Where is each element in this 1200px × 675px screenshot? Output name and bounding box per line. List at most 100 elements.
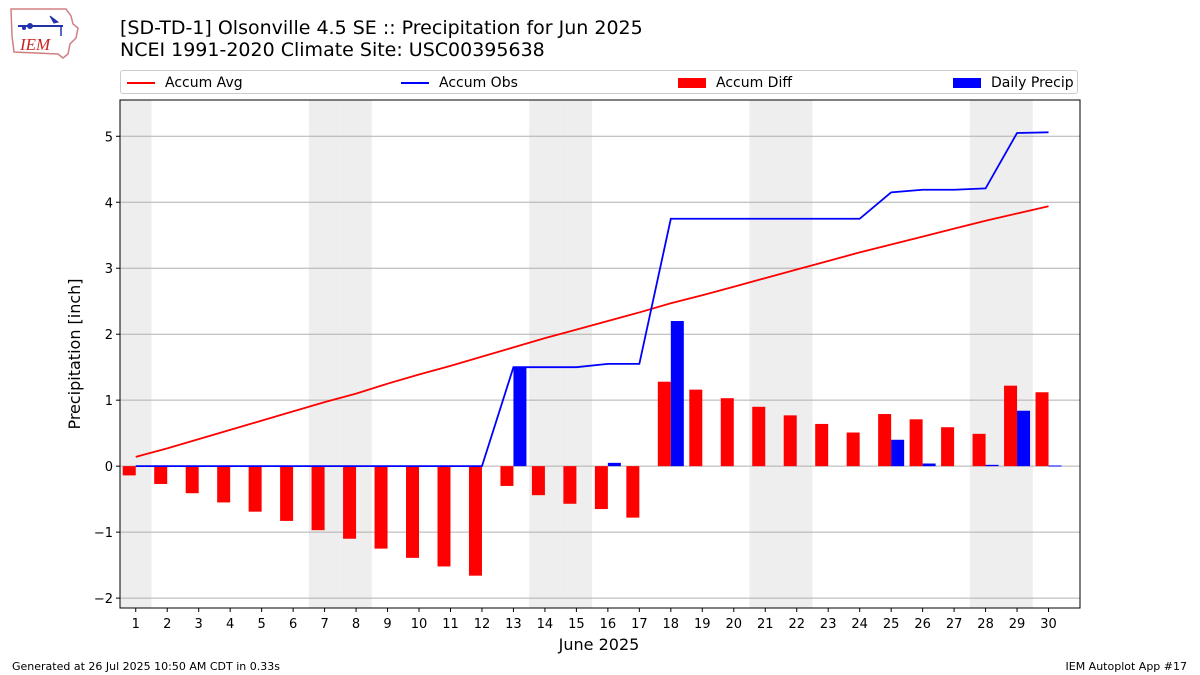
legend-swatch-daily-precip <box>953 78 981 88</box>
accum-diff-bar <box>783 415 797 467</box>
accum-diff-bar <box>185 466 199 494</box>
x-tick-label: 30 <box>1040 617 1057 632</box>
x-tick-label: 6 <box>289 617 297 632</box>
accum-diff-bar <box>154 466 168 484</box>
chart-title: [SD-TD-1] Olsonville 4.5 SE :: Precipita… <box>120 17 643 39</box>
accum-diff-bar <box>1035 392 1049 467</box>
accum-diff-bar <box>972 433 986 467</box>
accum-obs-line <box>135 131 1049 468</box>
y-tick-label: 0 <box>105 460 113 475</box>
x-tick-label: 3 <box>195 617 203 632</box>
y-tick-label: 5 <box>105 130 113 145</box>
x-tick-label: 7 <box>320 617 328 632</box>
x-tick-label: 4 <box>226 617 234 632</box>
daily-precip-bar <box>891 439 905 467</box>
logo-text: IEM <box>19 35 51 54</box>
y-tick-label: 3 <box>105 262 113 277</box>
x-tick-label: 21 <box>757 617 774 632</box>
accum-diff-bar <box>657 381 671 467</box>
iowa-outline-icon <box>10 8 79 59</box>
daily-precip-bar <box>607 462 621 467</box>
x-tick-label: 5 <box>257 617 265 632</box>
accum-diff-bar <box>594 466 608 510</box>
x-tick-label: 20 <box>725 617 742 632</box>
iem-logo: IEM <box>10 8 79 59</box>
legend-item-daily-precip: Daily Precip <box>953 74 1074 92</box>
legend-label-accum-obs: Accum Obs <box>439 75 518 91</box>
x-tick-label: 15 <box>568 617 585 632</box>
x-tick-label: 22 <box>788 617 805 632</box>
daily-precip-bar <box>670 321 684 467</box>
x-tick-label: 12 <box>474 617 491 632</box>
accum-diff-bar <box>500 466 514 486</box>
weekend-shade <box>1001 100 1033 608</box>
legend-swatch-accum-diff <box>678 78 706 88</box>
accum-diff-bar <box>563 466 577 504</box>
y-tick-label: −2 <box>94 592 113 607</box>
x-tick-label: 9 <box>383 617 391 632</box>
accum-diff-bar <box>846 432 860 467</box>
plot-frame <box>119 99 1081 609</box>
legend: Accum Avg Accum Obs Accum Diff Daily Pre… <box>120 70 1078 94</box>
accum-diff-bar <box>626 466 640 518</box>
accum-diff-bar <box>720 398 734 467</box>
accum-diff-bar <box>689 389 703 467</box>
legend-swatch-accum-obs <box>401 82 429 84</box>
x-tick-label: 10 <box>411 617 428 632</box>
x-tick-label: 27 <box>946 617 963 632</box>
weekend-shade <box>560 100 593 608</box>
y-tick-label: 2 <box>105 328 113 343</box>
x-tick-label: 26 <box>914 617 931 632</box>
x-tick-label: 24 <box>851 617 868 632</box>
chart-subtitle: NCEI 1991-2020 Climate Site: USC00395638 <box>120 39 545 61</box>
accum-diff-bar <box>248 466 262 512</box>
weekend-shade <box>749 100 781 608</box>
legend-item-accum-avg: Accum Avg <box>127 74 243 92</box>
accum-avg-line <box>135 205 1049 458</box>
x-tick-label: 1 <box>132 617 140 632</box>
x-tick-label: 28 <box>977 617 994 632</box>
accum-diff-bar <box>752 406 766 467</box>
daily-precip-bar <box>513 367 527 467</box>
x-tick-label: 11 <box>442 617 459 632</box>
x-axis-label: June 2025 <box>558 635 640 654</box>
legend-item-accum-diff: Accum Diff <box>678 74 792 92</box>
y-tick-label: 4 <box>105 196 113 211</box>
weather-station-icon <box>18 15 63 36</box>
x-tick-label: 23 <box>820 617 837 632</box>
accum-diff-bar <box>374 466 388 549</box>
accum-diff-bar <box>437 466 451 567</box>
x-tick-label: 18 <box>663 617 680 632</box>
daily-precip-bar <box>922 463 936 467</box>
x-tick-label: 8 <box>352 617 360 632</box>
accum-diff-bar <box>122 466 136 476</box>
accum-diff-bar <box>909 419 923 467</box>
accum-diff-bar <box>468 466 482 576</box>
accum-diff-bar <box>878 414 892 467</box>
daily-precip-bar <box>1048 465 1062 467</box>
accum-diff-bar <box>1004 385 1018 467</box>
accum-diff-bar <box>343 466 357 539</box>
accum-diff-bar <box>406 466 420 558</box>
x-tick-label: 17 <box>631 617 648 632</box>
accum-diff-bar <box>531 466 545 496</box>
x-tick-label: 25 <box>883 617 900 632</box>
x-tick-label: 19 <box>694 617 711 632</box>
y-tick-label: 1 <box>105 394 113 409</box>
legend-item-accum-obs: Accum Obs <box>401 74 518 92</box>
x-tick-label: 13 <box>505 617 522 632</box>
generated-timestamp: Generated at 26 Jul 2025 10:50 AM CDT in… <box>12 660 280 673</box>
legend-label-accum-avg: Accum Avg <box>165 75 243 91</box>
x-tick-label: 16 <box>600 617 617 632</box>
accum-diff-bar <box>311 466 325 531</box>
weekend-shade <box>120 100 152 608</box>
app-credit: IEM Autoplot App #17 <box>1065 660 1188 673</box>
accum-diff-bar <box>217 466 231 503</box>
x-tick-label: 29 <box>1009 617 1026 632</box>
weekend-shade <box>529 100 561 608</box>
accum-diff-bar <box>815 423 829 467</box>
x-tick-label: 2 <box>163 617 171 632</box>
x-tick-label: 14 <box>537 617 554 632</box>
legend-label-daily-precip: Daily Precip <box>991 75 1074 91</box>
daily-precip-bar <box>1017 410 1031 467</box>
